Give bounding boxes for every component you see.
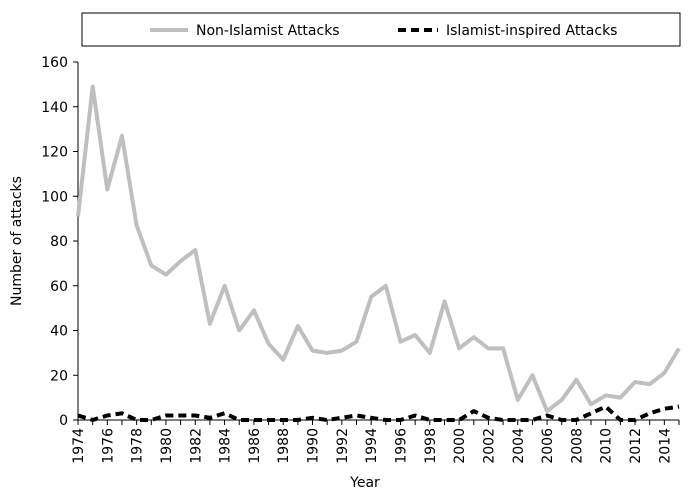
- x-tick-label: 1974: [71, 428, 87, 464]
- legend-label-non-islamist: Non-Islamist Attacks: [196, 23, 340, 39]
- x-tick-label: 1984: [218, 428, 234, 464]
- x-tick-label: 1988: [276, 428, 292, 464]
- y-tick-label: 40: [50, 324, 68, 340]
- x-tick-label: 2014: [657, 428, 673, 464]
- x-axis-title: Year: [349, 475, 380, 491]
- x-tick-label: 1978: [130, 428, 146, 464]
- x-tick-label: 2012: [628, 428, 644, 464]
- y-axis-ticks: 0 20 40 60 80 100 120 140 160: [41, 55, 78, 429]
- x-tick-label: 1982: [188, 428, 204, 464]
- y-tick-label: 140: [41, 100, 68, 116]
- y-tick-label: 100: [41, 189, 68, 205]
- y-axis-title: Number of attacks: [9, 176, 25, 306]
- x-tick-label: 2010: [599, 428, 615, 464]
- x-tick-label: 1986: [247, 428, 263, 464]
- legend: Non-Islamist Attacks Islamist-inspired A…: [81, 12, 681, 47]
- x-tick-label: 1996: [393, 428, 409, 464]
- series-lines: [76, 84, 681, 422]
- x-tick-label: 1998: [423, 428, 439, 464]
- x-tick-label: 1992: [335, 428, 351, 464]
- y-tick-label: 160: [41, 55, 68, 71]
- legend-label-islamist: Islamist-inspired Attacks: [446, 23, 617, 39]
- series-line-islamist: [77, 404, 680, 422]
- x-tick-label: 1980: [159, 428, 175, 464]
- x-tick-label: 1994: [364, 428, 380, 464]
- x-tick-label: 1990: [306, 428, 322, 464]
- x-tick-label: 2000: [452, 428, 468, 464]
- y-tick-label: 60: [50, 279, 68, 295]
- x-tick-label: 2006: [540, 428, 556, 464]
- y-tick-label: 120: [41, 145, 68, 161]
- y-tick-label: 80: [50, 234, 68, 250]
- x-tick-label: 2008: [569, 428, 585, 464]
- y-tick-label: 20: [50, 368, 68, 384]
- y-tick-label: 0: [59, 413, 68, 429]
- series-line-non-islamist: [76, 84, 681, 414]
- x-tick-label: 2004: [511, 428, 527, 464]
- x-tick-label: 1976: [100, 428, 116, 464]
- x-tick-label: 2002: [481, 428, 497, 464]
- x-axis-ticks: 1974 1976 1978 1980 1982 1984 1986 1988 1990 1992…: [71, 420, 680, 464]
